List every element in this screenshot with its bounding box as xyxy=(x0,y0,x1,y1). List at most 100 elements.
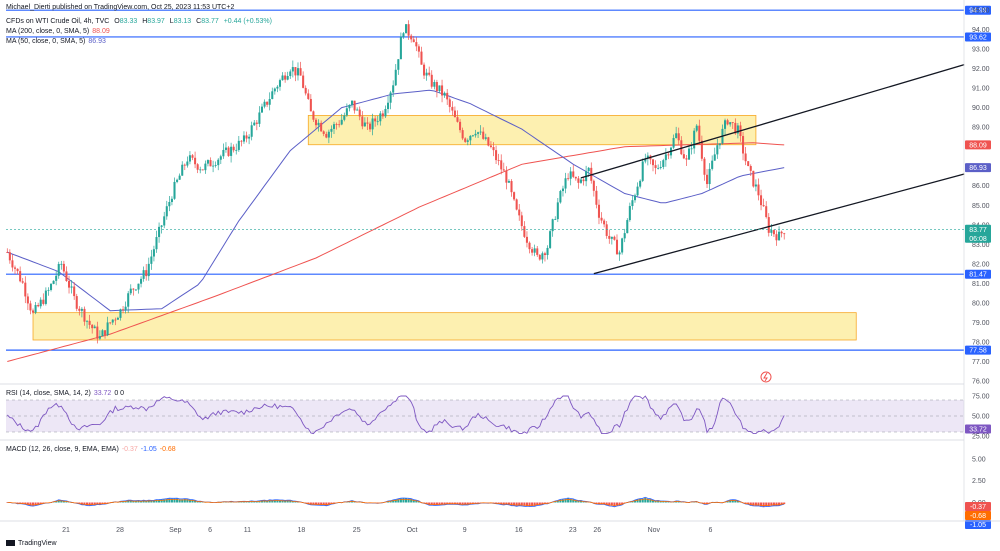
ma50-legend[interactable]: MA (50, close, 0, SMA, 5) 86.93 xyxy=(6,38,106,45)
level-tag-label: 81.47 xyxy=(969,272,987,279)
candle-body xyxy=(145,270,148,277)
candle-body xyxy=(67,280,71,288)
ohlc-o: O83.33 xyxy=(114,18,138,25)
candle-body xyxy=(420,51,423,65)
macd-histogram-bar xyxy=(556,500,559,503)
macd-histogram-bar xyxy=(152,500,155,503)
macd-histogram-bar xyxy=(513,502,516,506)
macd-histogram-bar xyxy=(502,502,505,505)
candle-body xyxy=(42,299,45,304)
candle-body xyxy=(11,260,14,268)
last-price-label: 83.77 xyxy=(969,227,987,234)
candle-body xyxy=(574,176,577,179)
rsi-legend[interactable]: RSI (14, close, SMA, 14, 2) 33.72 0 0 xyxy=(6,390,125,397)
candle-body xyxy=(62,263,65,272)
macd-histogram-bar xyxy=(165,499,168,503)
trendlines[interactable] xyxy=(580,64,965,275)
macd-pane[interactable]: 5.002.500.00-0.37-0.68-1.05 xyxy=(6,456,991,529)
candle-body xyxy=(307,93,310,99)
macd-legend[interactable]: MACD (12, 26, close, 9, EMA, EMA) -0.37 -1… xyxy=(6,446,176,453)
macd-histogram-bar xyxy=(518,502,521,506)
macd-histogram-bar xyxy=(459,502,462,505)
candle-body xyxy=(474,133,477,136)
time-axis[interactable]: 21 28 Sep 6 11 18 25 Oct 9 16 23 26 Nov 6 xyxy=(62,527,712,534)
macd-histogram-bar xyxy=(415,500,418,503)
candle-body xyxy=(181,164,184,176)
candle-body xyxy=(183,164,186,166)
macd-histogram-bar xyxy=(397,499,400,503)
candle-body xyxy=(253,122,256,126)
macd-histogram-bar xyxy=(307,502,310,505)
candle-body xyxy=(240,140,243,142)
candle-body xyxy=(502,169,505,171)
candle-body xyxy=(186,161,189,166)
lightning-icon[interactable] xyxy=(760,371,772,383)
macd-histogram-bar xyxy=(132,500,135,503)
macd-histogram-bar xyxy=(29,502,32,506)
candle-body xyxy=(525,236,528,243)
time-tick-label: 25 xyxy=(353,527,361,534)
candle-body xyxy=(284,75,287,80)
macd-histogram-bar xyxy=(158,499,161,503)
macd-histogram-bar xyxy=(322,502,325,505)
candle-body xyxy=(214,165,217,166)
candle-body xyxy=(698,125,701,141)
trendline[interactable] xyxy=(593,173,965,275)
candle-body xyxy=(762,205,765,207)
candle-body xyxy=(47,289,50,291)
candle-body xyxy=(412,39,415,43)
macd-histogram-bar xyxy=(705,502,709,505)
candle-body xyxy=(564,178,567,189)
candle-body xyxy=(127,293,130,307)
candle-body xyxy=(775,234,778,241)
candle-body xyxy=(484,137,487,139)
candle-body xyxy=(569,171,572,179)
price-tick-label: 92.00 xyxy=(972,66,990,73)
macd-histogram-bar xyxy=(317,502,320,505)
candle-body xyxy=(531,249,534,253)
candle-body xyxy=(687,148,691,160)
candle-body xyxy=(628,206,631,221)
support-resistance-zone[interactable] xyxy=(32,312,857,341)
tradingview-logo[interactable]: TradingView xyxy=(6,538,57,547)
candle-body xyxy=(765,206,768,218)
macd-histogram-bar xyxy=(86,502,89,506)
candle-body xyxy=(600,217,603,221)
time-tick-label: Oct xyxy=(407,527,418,534)
candle-body xyxy=(446,92,449,100)
ma200-line xyxy=(7,142,785,362)
macd-histogram-bar xyxy=(284,500,287,503)
candle-body xyxy=(289,71,292,77)
trendline[interactable] xyxy=(580,64,965,179)
candle-body xyxy=(129,288,132,294)
macd-value-tag xyxy=(965,520,991,529)
macd-histogram-bar xyxy=(438,502,441,505)
candle-body xyxy=(749,166,752,171)
candle-body xyxy=(477,132,480,134)
price-axis[interactable]: 95.0094.0093.0092.0091.0090.0089.0088.00… xyxy=(0,0,1000,522)
candle-body xyxy=(24,282,27,297)
level-tag xyxy=(965,5,991,15)
candle-body xyxy=(428,72,431,75)
candle-body xyxy=(495,150,498,161)
candle-body xyxy=(716,145,719,155)
candle-body xyxy=(217,159,220,166)
macd-histogram-bar xyxy=(443,502,446,505)
candle-body xyxy=(158,226,161,238)
ma200-legend[interactable]: MA (200, close, 0, SMA, 5) 88.09 xyxy=(6,28,110,35)
macd-histogram-bar xyxy=(448,502,451,504)
candle-body xyxy=(340,119,343,125)
candle-body xyxy=(160,225,163,227)
candle-body xyxy=(549,231,552,248)
horizontal-levels[interactable]: 94.99 93.62 81.47 77.58 xyxy=(6,5,991,355)
candle-body xyxy=(695,125,698,131)
candle-body xyxy=(78,308,81,311)
macd-histogram-bar xyxy=(433,502,436,506)
candle-body xyxy=(492,147,495,151)
macd-histogram-bar xyxy=(83,502,86,505)
candle-body xyxy=(114,319,117,321)
candle-body xyxy=(109,322,112,324)
symbol-line: CFDs on WTI Crude Oil, 4h, TVC O83.33 H8… xyxy=(6,17,272,26)
